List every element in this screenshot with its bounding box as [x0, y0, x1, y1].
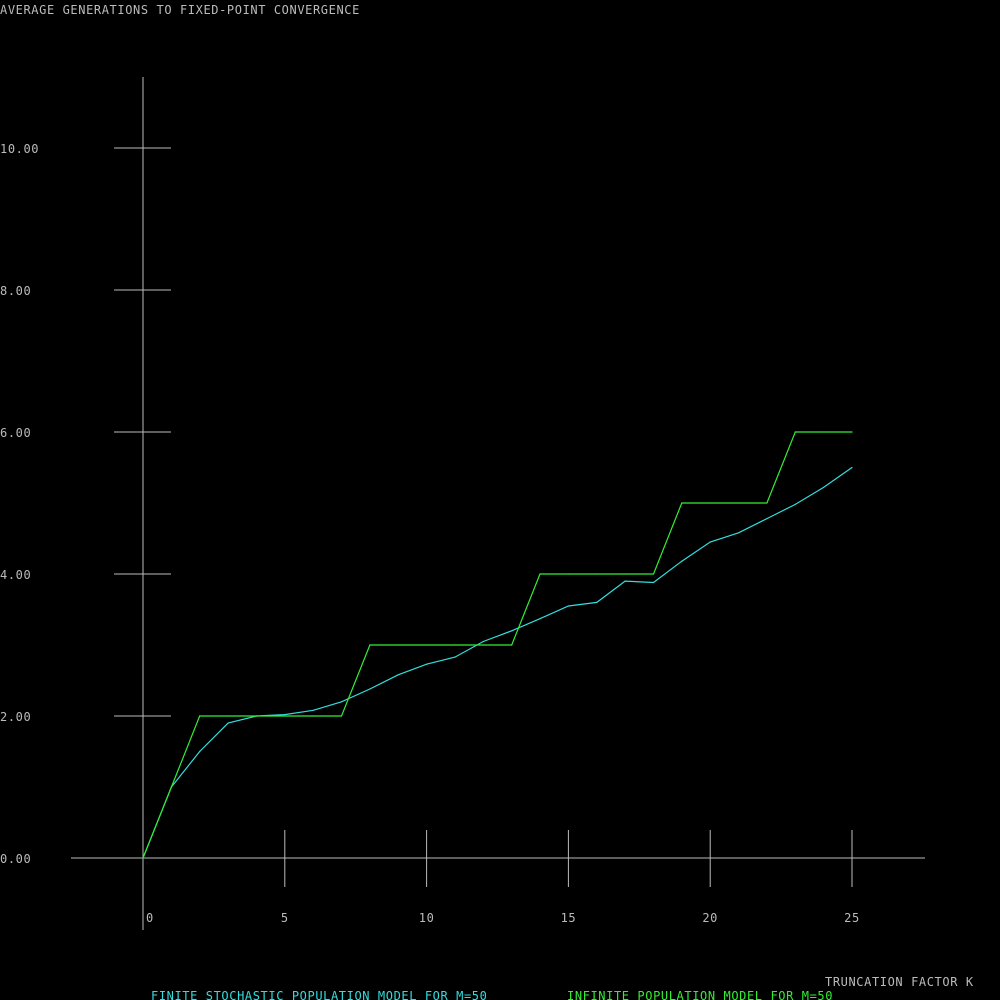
data-point-finite [823, 486, 825, 488]
data-point-infinite [284, 715, 286, 717]
data-point-infinite [539, 573, 541, 575]
data-point-infinite [227, 715, 229, 717]
data-point-infinite [794, 431, 796, 433]
data-point-finite [624, 580, 626, 582]
data-point-infinite [482, 644, 484, 646]
data-point-finite [851, 466, 853, 469]
data-point-infinite [142, 857, 144, 859]
data-point-finite [369, 688, 371, 690]
data-point-infinite [170, 786, 172, 788]
data-point-infinite [199, 715, 201, 717]
y-tick-label: 6.00 [0, 426, 31, 440]
data-point-infinite [340, 715, 343, 717]
y-tick-label: 4.00 [0, 568, 31, 582]
data-point-finite [454, 656, 456, 658]
legend-infinite-population: INFINITE POPULATION MODEL FOR M=50 [567, 989, 833, 1000]
series-line-finite-stochastic [142, 467, 853, 859]
x-tick-label: 0 [146, 911, 154, 925]
legend-finite-stochastic: FINITE STOCHASTIC POPULATION MODEL FOR M… [151, 989, 487, 1000]
data-point-infinite [255, 715, 257, 717]
data-point-finite [482, 640, 484, 643]
data-point-finite [426, 663, 428, 665]
data-point-finite [794, 503, 796, 505]
data-point-infinite [312, 715, 314, 717]
x-tick-label: 10 [419, 911, 435, 925]
y-tick-label: 10.00 [0, 142, 39, 156]
data-point-finite [681, 560, 683, 562]
data-point-finite [738, 532, 740, 534]
data-point-finite [284, 714, 286, 716]
x-tick-label: 15 [561, 911, 577, 925]
y-tick-label: 2.00 [0, 710, 31, 724]
data-point-finite [539, 618, 541, 620]
y-axis-ticks: 0.00 2.00 4.00 6.00 8.00 10.00 [0, 142, 171, 866]
x-axis-ticks: 0 5 10 15 20 25 [146, 830, 860, 925]
series-lines [142, 431, 853, 859]
data-point-finite [397, 674, 399, 676]
data-point-finite [652, 581, 655, 584]
data-point-infinite [652, 573, 655, 575]
chart-title: AVERAGE GENERATIONS TO FIXED-POINT CONVE… [0, 3, 360, 17]
data-point-finite [227, 722, 229, 724]
x-axis-title: TRUNCATION FACTOR K [825, 975, 974, 989]
data-point-finite [766, 518, 768, 520]
y-tick-label: 0.00 [0, 852, 31, 866]
x-tick-label: 5 [281, 911, 289, 925]
data-point-finite [199, 750, 201, 753]
data-point-infinite [426, 644, 428, 646]
data-point-finite [312, 709, 314, 711]
data-point-infinite [823, 431, 825, 433]
data-point-infinite [567, 573, 570, 575]
data-point-infinite [851, 431, 853, 433]
y-tick-label: 8.00 [0, 284, 31, 298]
series-line-infinite-population [142, 431, 852, 859]
data-point-infinite [369, 644, 371, 646]
data-point-infinite [738, 502, 740, 504]
data-point-finite [596, 601, 598, 604]
data-point-infinite [454, 644, 456, 646]
data-point-infinite [766, 502, 768, 504]
data-point-infinite [681, 502, 683, 504]
data-point-infinite [397, 644, 399, 646]
x-tick-label: 25 [844, 911, 860, 925]
data-point-infinite [624, 573, 626, 575]
data-point-infinite [709, 502, 711, 504]
data-point-finite [340, 701, 343, 703]
data-point-finite [511, 630, 513, 632]
data-point-finite [709, 541, 711, 543]
x-tick-label: 20 [702, 911, 718, 925]
data-point-infinite [511, 644, 513, 646]
data-point-infinite [596, 573, 598, 575]
data-point-finite [567, 605, 570, 607]
